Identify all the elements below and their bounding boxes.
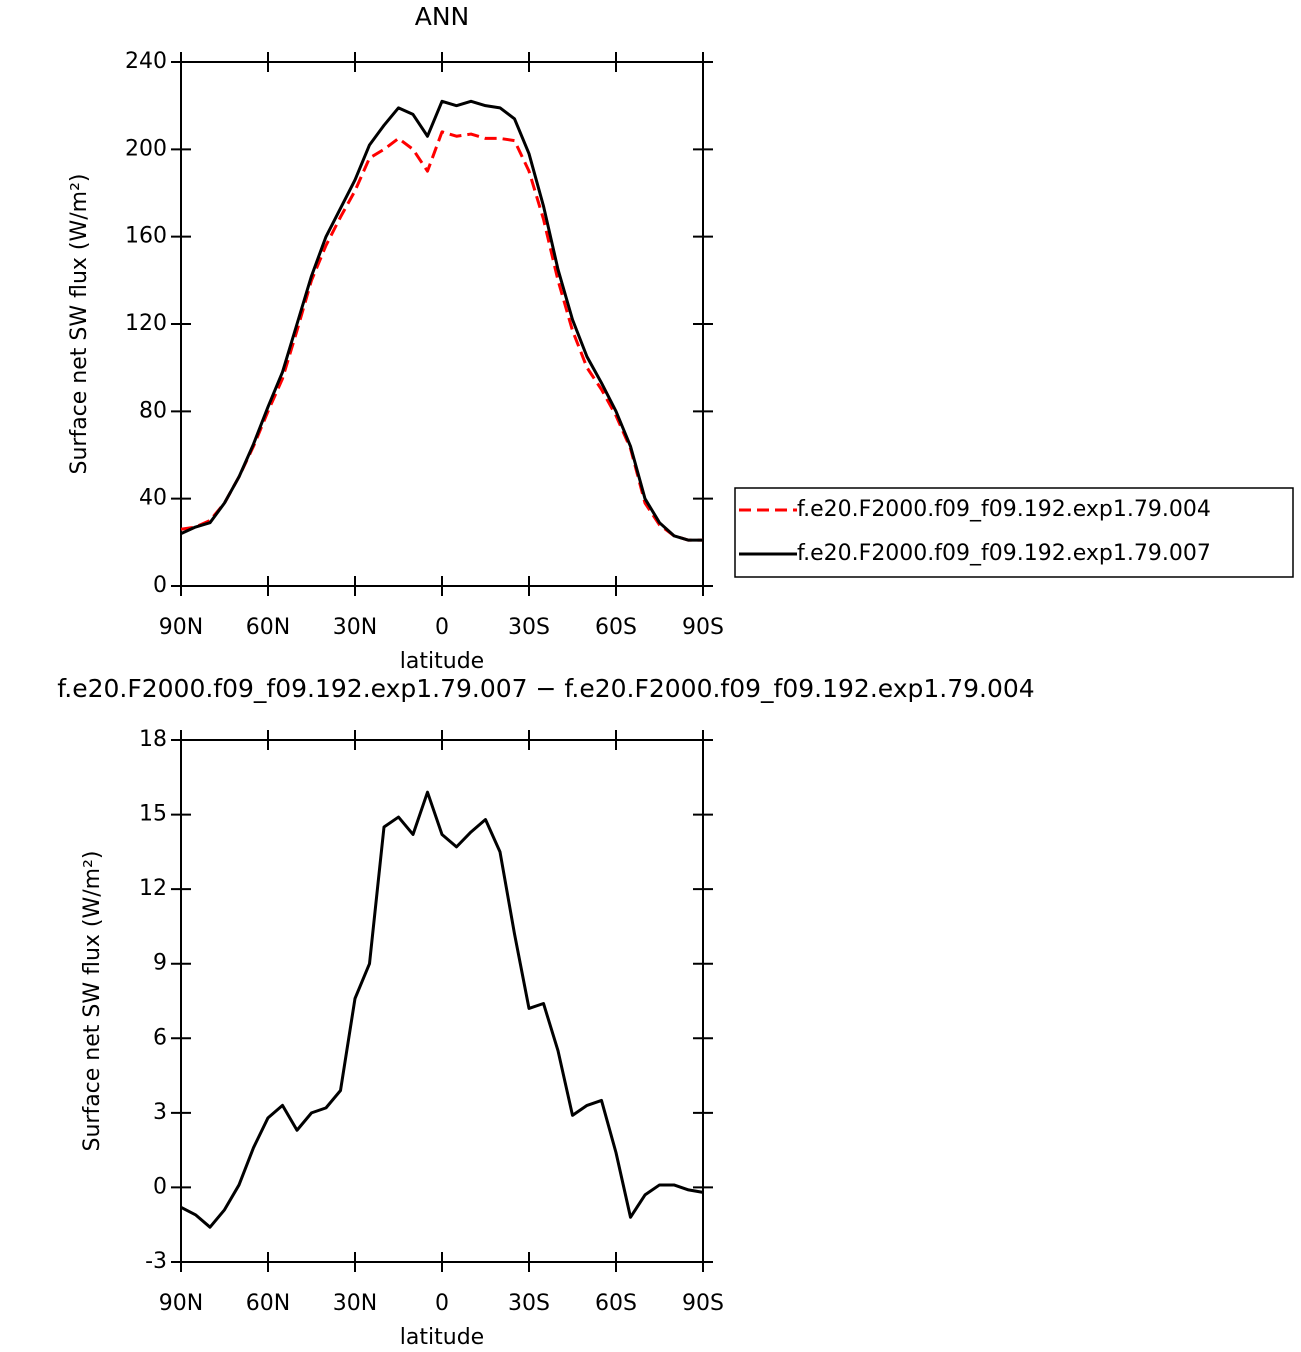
legend-label: f.e20.F2000.f09_f09.192.exp1.79.004 <box>797 497 1211 522</box>
x-tick-label: 0 <box>435 1291 449 1316</box>
x-axis-label: latitude <box>400 649 484 674</box>
legend-box <box>734 487 1294 578</box>
x-tick-label: 30S <box>508 1291 550 1316</box>
y-tick-label: 6 <box>153 1025 167 1050</box>
plot-frame <box>180 61 704 587</box>
y-tick-label: 9 <box>153 951 167 976</box>
chart-title: f.e20.F2000.f09_f09.192.exp1.79.007 − f.… <box>57 674 1034 703</box>
y-tick-label: 18 <box>139 727 167 752</box>
series-line <box>180 790 704 1229</box>
x-tick-label: 30N <box>333 615 377 640</box>
y-tick-label: 160 <box>125 224 167 249</box>
y-axis-label: Surface net SW flux (W/m²) <box>80 850 105 1151</box>
y-tick-label: 240 <box>125 49 167 74</box>
legend-label: f.e20.F2000.f09_f09.192.exp1.79.007 <box>797 541 1211 566</box>
y-tick-label: 12 <box>139 876 167 901</box>
y-tick-label: 0 <box>153 1174 167 1199</box>
series-line <box>180 130 703 542</box>
x-axis-label: latitude <box>400 1325 484 1350</box>
y-tick-label: 15 <box>139 802 167 827</box>
x-tick-label: 30S <box>508 615 550 640</box>
x-tick-label: 90N <box>159 1291 203 1316</box>
y-tick-label: 0 <box>153 573 167 598</box>
x-tick-label: 60N <box>246 615 290 640</box>
x-tick-label: 60N <box>246 1291 290 1316</box>
x-tick-label: 90S <box>682 615 724 640</box>
y-tick-label: 200 <box>125 136 167 161</box>
y-tick-label: -3 <box>145 1249 167 1274</box>
x-tick-label: 60S <box>595 1291 637 1316</box>
x-tick-label: 90S <box>682 1291 724 1316</box>
y-tick-label: 3 <box>153 1100 167 1125</box>
series-line <box>180 99 703 542</box>
chart-title: ANN <box>415 2 470 31</box>
x-tick-label: 0 <box>435 615 449 640</box>
x-tick-label: 90N <box>159 615 203 640</box>
plot-frame <box>180 739 704 1263</box>
x-tick-label: 60S <box>595 615 637 640</box>
y-tick-label: 120 <box>125 311 167 336</box>
y-tick-label: 80 <box>139 398 167 423</box>
y-tick-label: 40 <box>139 486 167 511</box>
y-axis-label: Surface net SW flux (W/m²) <box>67 173 92 474</box>
x-tick-label: 30N <box>333 1291 377 1316</box>
